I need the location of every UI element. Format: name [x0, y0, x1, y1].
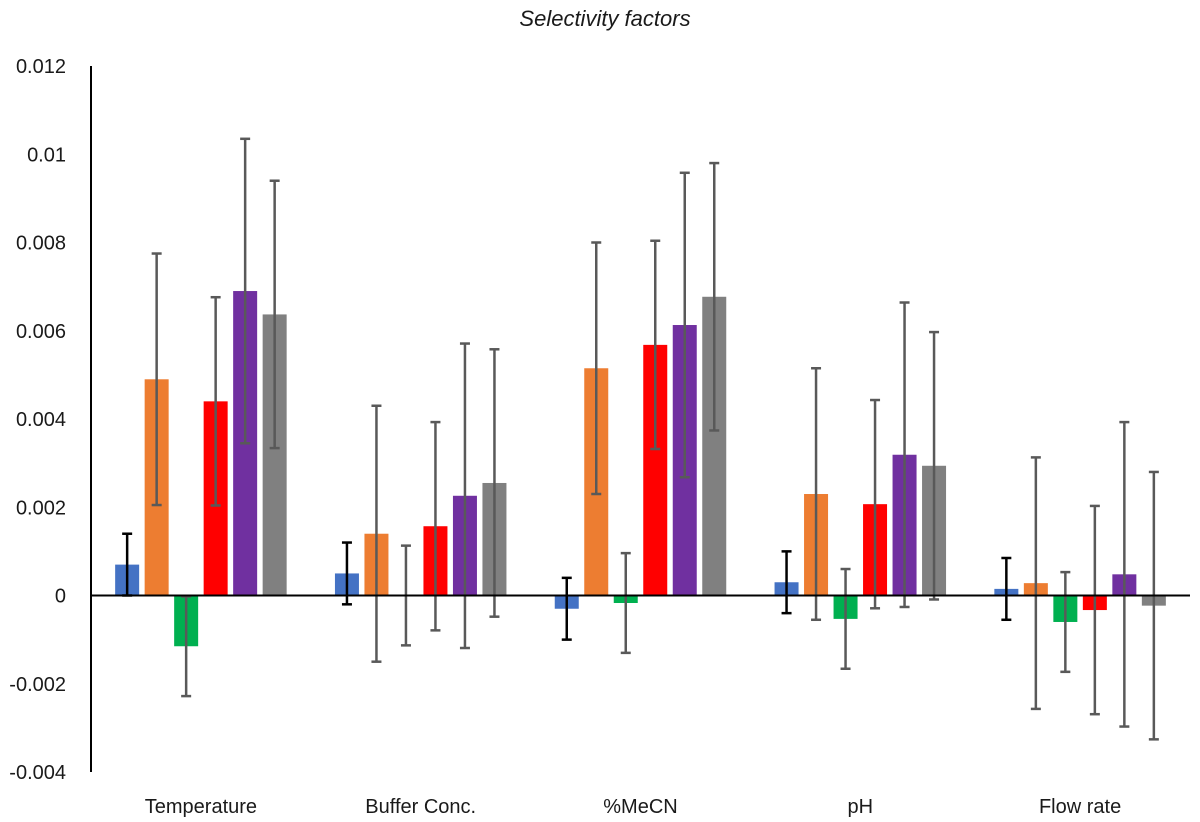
- category-label: Flow rate: [1039, 796, 1121, 818]
- y-tick-label: 0.002: [16, 497, 66, 519]
- y-tick-label: 0: [55, 586, 66, 608]
- chart-title: Selectivity factors: [519, 6, 690, 31]
- bars: [115, 291, 1166, 647]
- y-tick-label: 0.01: [27, 144, 66, 166]
- y-axis: -0.004 -0.002 0 0.002 0.004 0.006 0.008 0.01 0.0…: [9, 56, 92, 784]
- category-labels: Temperature Buffer Conc. %MeCN pH Flow rate: [145, 796, 1121, 818]
- error-bars: [122, 137, 1159, 741]
- category-label: %MeCN: [603, 796, 677, 818]
- category-label: Buffer Conc.: [365, 796, 476, 818]
- y-tick-label: 0.012: [16, 56, 66, 78]
- y-tick-label: 0.008: [16, 233, 66, 255]
- y-tick-label: -0.004: [9, 762, 66, 784]
- y-tick-label: 0.006: [16, 321, 66, 343]
- y-tick-label: -0.002: [9, 674, 66, 696]
- category-label: pH: [848, 796, 874, 818]
- y-tick-label: 0.004: [16, 409, 66, 431]
- category-label: Temperature: [145, 796, 257, 818]
